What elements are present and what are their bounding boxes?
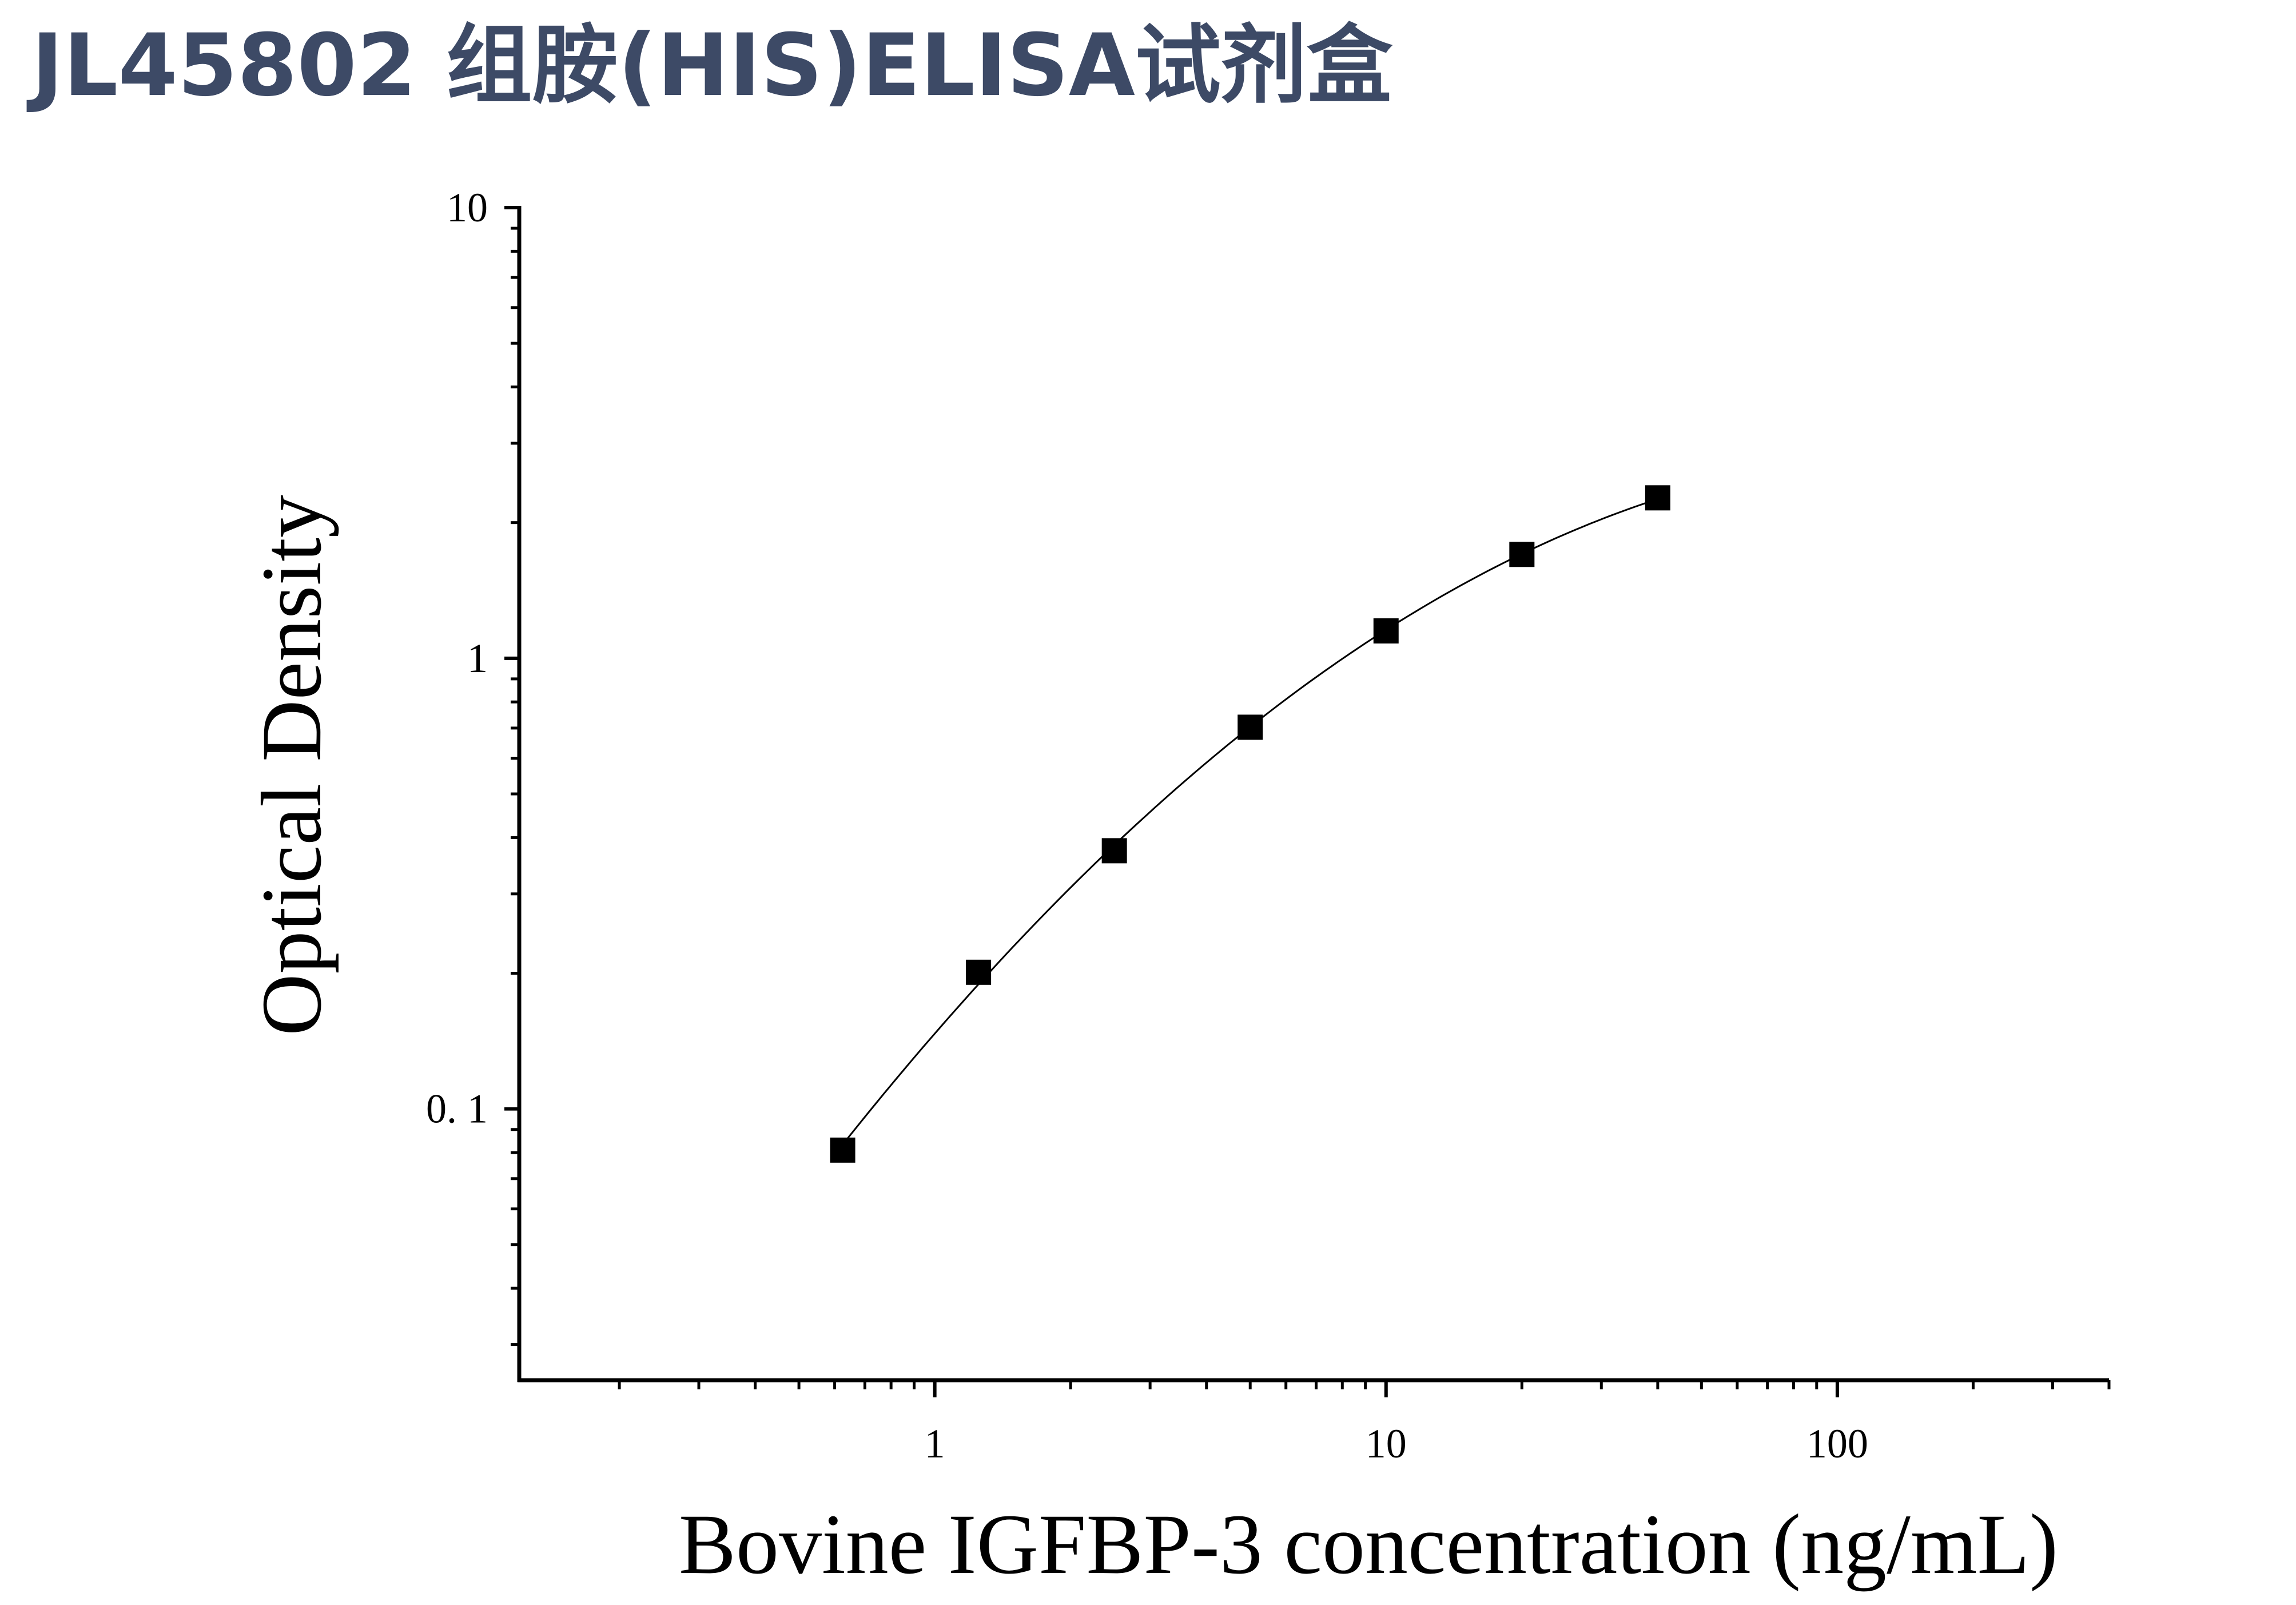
x-axis-title: Bovine IGFBP-3 concentration (ng/mL)	[679, 1497, 2058, 1592]
x-tick-label: 10	[1366, 1421, 1407, 1467]
data-point	[1237, 714, 1263, 740]
x-tick-label: 100	[1806, 1421, 1868, 1467]
data-point	[1101, 838, 1127, 864]
y-axis-title: Optical Density	[244, 495, 339, 1036]
page-title: JL45802 组胺(HIS)ELISA试剂盒	[31, 16, 1392, 116]
x-tick-labels: 1 10 100	[925, 1421, 1868, 1467]
y-major-ticks	[504, 206, 519, 1111]
y-tick-label: 10	[447, 185, 488, 231]
y-axis	[504, 206, 522, 1382]
x-major-ticks	[933, 1380, 1839, 1397]
y-tick-label: 0. 1	[426, 1086, 488, 1132]
x-tick-label: 1	[925, 1421, 945, 1467]
x-axis	[518, 1378, 2111, 1397]
data-point	[966, 959, 992, 985]
data-point	[1645, 485, 1670, 511]
data-markers	[830, 485, 1670, 1163]
y-tick-labels: 0. 1 1 10	[426, 185, 488, 1132]
fit-curve	[842, 498, 1658, 1145]
data-point	[1373, 618, 1399, 644]
y-tick-label: 1	[467, 635, 488, 681]
data-point	[830, 1137, 855, 1163]
data-point	[1509, 542, 1535, 567]
